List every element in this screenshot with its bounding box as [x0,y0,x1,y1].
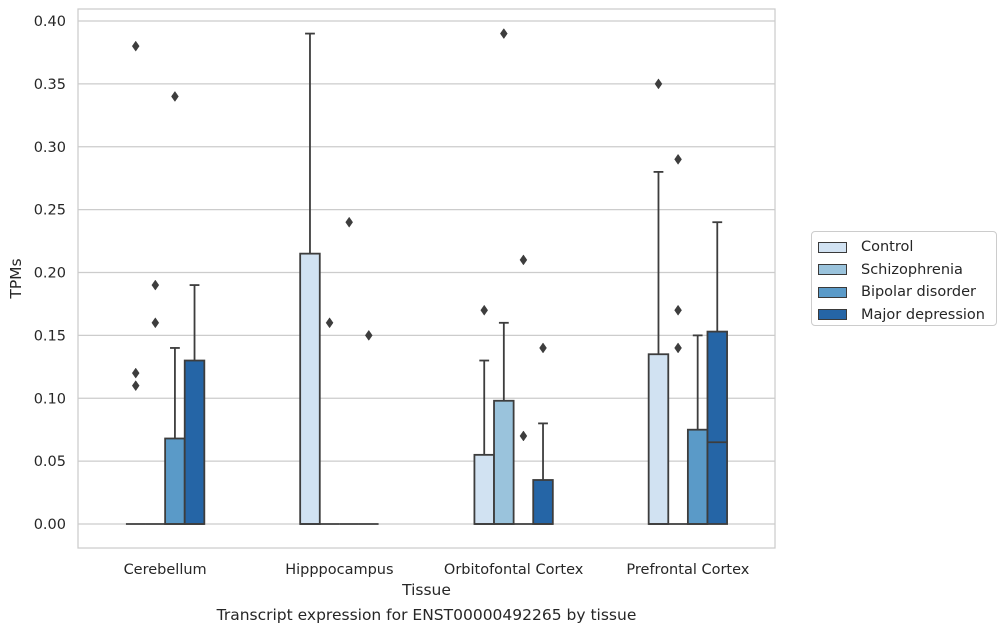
box-bipolar-disorder [164,347,186,525]
outlier-point [151,317,160,329]
outlier-point [325,317,334,329]
y-tick-label: 0.05 [34,454,66,470]
boxes [125,32,728,525]
box-body [686,428,709,525]
y-tick-labels: 0.00 0.05 0.10 0.15 0.20 0.25 0.30 0.35 0.40 [34,14,66,533]
box-body [299,252,321,525]
outlier-point [131,380,140,392]
x-tick-label: Prefrontal Cortex [626,562,749,578]
plot-frame [77,8,776,549]
y-tick-label: 0.20 [34,266,66,282]
legend-item: Schizophrenia [818,259,990,282]
chart-caption: Transcript expression for ENST0000049226… [216,606,637,624]
legend-label: Schizophrenia [861,261,963,278]
y-tick-label: 0.25 [34,203,66,219]
box-body [473,453,495,525]
box-body [532,479,554,525]
outlier-point [674,342,682,354]
legend-item: Bipolar disorder [818,281,990,304]
box-major-depression [532,422,554,525]
y-tick-label: 0.10 [34,391,66,407]
outlier-point [674,304,682,316]
legend-swatch [818,309,847,321]
outlier-point [131,367,140,379]
box-body [164,437,186,525]
outlier-point [171,91,179,102]
outlier-point [519,430,528,442]
legend-label: Major depression [861,306,985,323]
outlier-point [654,78,663,90]
box-bipolar-disorder [686,334,709,525]
legend-swatch [818,241,847,253]
outlier-point [364,329,373,341]
outlier-point [151,279,160,291]
box-major-depression [706,221,728,525]
outlier-point [674,153,682,165]
legend-item: Control [818,236,990,259]
legend-label: Control [861,239,914,256]
y-tick-label: 0.35 [34,77,66,93]
y-tick-label: 0.15 [34,328,66,344]
outlier-point [131,40,140,52]
outlier-point [345,216,353,228]
box-body [647,353,670,525]
outliers [131,28,682,442]
x-tick-label: Orbitofontal Cortex [444,562,584,578]
outlier-point [539,342,547,354]
y-tick-label: 0.40 [34,14,66,30]
x-tick-label: Hipppocampus [285,562,393,578]
box-control [299,32,321,525]
y-tick-label: 0.00 [34,517,66,533]
outlier-point [480,304,489,316]
box-body [706,330,728,525]
x-tick-label: Cerebellum [124,562,207,578]
box-body [183,359,206,525]
outlier-point [519,254,528,266]
legend-swatch [818,264,847,276]
y-axis-label: TPMs [7,258,25,299]
x-tick-labels: Cerebellum Hipppocampus Orbitofontal Corte… [124,562,750,578]
legend-swatch [818,286,847,298]
legend: Control Schizophrenia Bipolar disorder Majo… [811,231,997,326]
legend-label: Bipolar disorder [861,284,976,301]
box-major-depression [183,284,206,525]
y-tick-label: 0.30 [34,140,66,156]
outlier-point [500,28,508,40]
box-body [493,399,515,525]
legend-item: Major depression [818,304,990,327]
x-axis-label: Tissue [401,581,451,599]
box-control [473,359,495,525]
box-control [647,170,670,525]
box-schizophrenia [493,321,515,525]
